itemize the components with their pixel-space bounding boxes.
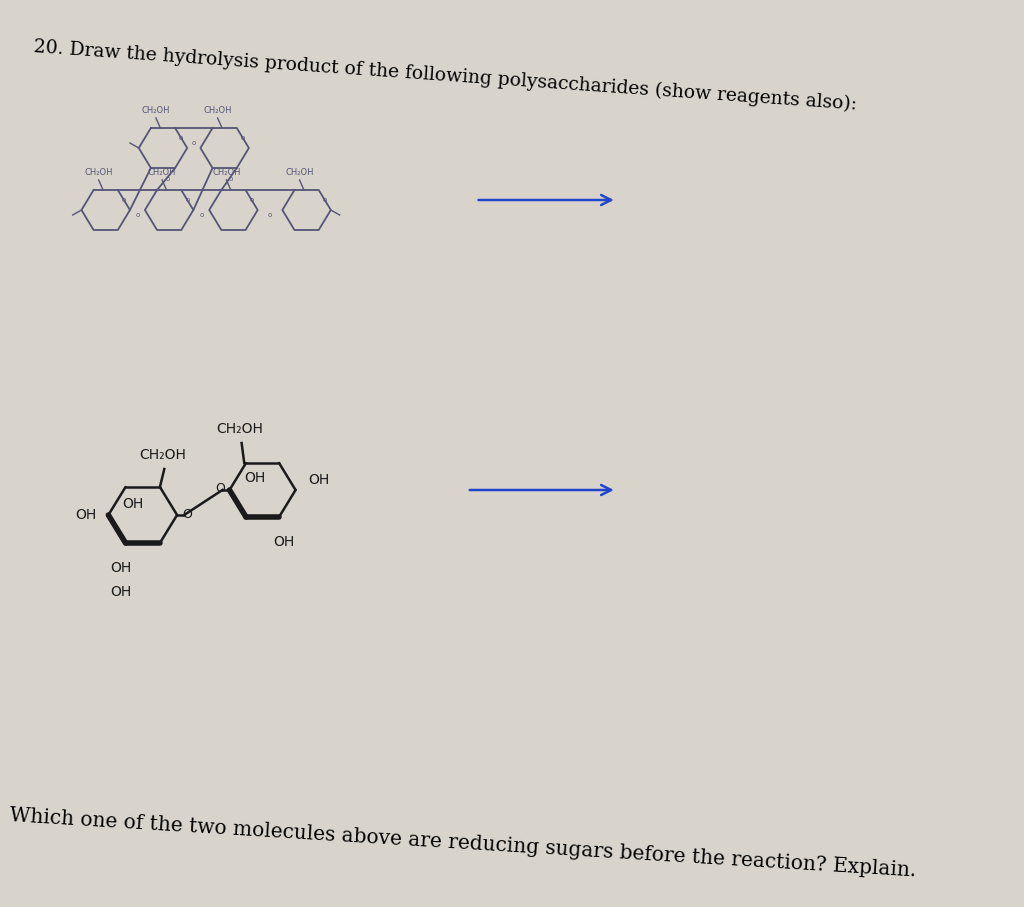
Text: CH₂OH: CH₂OH <box>147 168 176 177</box>
Text: o: o <box>200 212 204 218</box>
Text: o: o <box>191 140 196 146</box>
Text: OH: OH <box>308 473 329 487</box>
Text: CH₂OH: CH₂OH <box>286 168 313 177</box>
Text: CH₂OH: CH₂OH <box>204 106 231 115</box>
Text: o: o <box>323 197 327 203</box>
Text: o: o <box>179 135 183 141</box>
Text: OH: OH <box>122 497 143 511</box>
Text: OH: OH <box>111 561 132 575</box>
Text: CH₂OH: CH₂OH <box>216 422 263 436</box>
Text: OH: OH <box>244 471 265 485</box>
Text: O: O <box>182 508 191 521</box>
Text: o: o <box>228 176 232 182</box>
Text: CH₂OH: CH₂OH <box>212 168 241 177</box>
Text: OH: OH <box>272 535 294 549</box>
Text: OH: OH <box>111 585 132 599</box>
Text: o: o <box>250 197 254 203</box>
Text: CH₂OH: CH₂OH <box>84 168 113 177</box>
Text: o: o <box>166 176 170 182</box>
Text: CH₂OH: CH₂OH <box>141 106 170 115</box>
Text: o: o <box>241 135 245 141</box>
Text: o: o <box>268 212 272 218</box>
Text: OH: OH <box>75 508 96 522</box>
Text: o: o <box>122 197 126 203</box>
Text: CH₂OH: CH₂OH <box>139 448 186 462</box>
Text: o: o <box>185 197 189 203</box>
Text: O: O <box>215 483 224 495</box>
Text: 20. Draw the hydrolysis product of the following polysaccharides (show reagents : 20. Draw the hydrolysis product of the f… <box>34 38 858 113</box>
Text: o: o <box>135 212 139 218</box>
Text: Which one of the two molecules above are reducing sugars before the reaction? Ex: Which one of the two molecules above are… <box>9 805 916 880</box>
